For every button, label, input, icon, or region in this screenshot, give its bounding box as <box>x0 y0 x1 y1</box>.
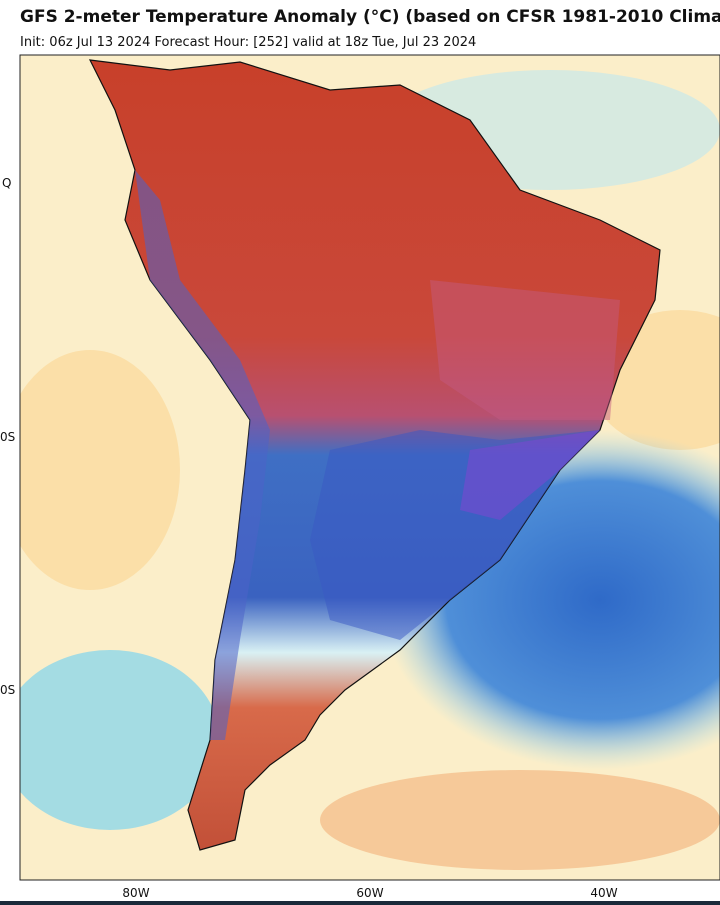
map-frame <box>19 54 720 881</box>
map-area <box>20 55 720 880</box>
ocean-cool <box>20 650 220 830</box>
map-subtitle: Init: 06z Jul 13 2024 Forecast Hour: [25… <box>20 35 476 50</box>
x-axis-label: 40W <box>590 886 617 900</box>
y-axis-label: Q <box>2 176 11 190</box>
x-axis-label: 60W <box>356 886 383 900</box>
ocean-warm <box>320 770 720 870</box>
y-axis-label: 0S <box>0 430 15 444</box>
x-axis-label: 80W <box>122 886 149 900</box>
andes <box>135 170 270 740</box>
y-axis-label: 0S <box>0 683 15 697</box>
bottom-bar <box>0 901 720 905</box>
warm-core <box>430 280 620 420</box>
map-title: GFS 2-meter Temperature Anomaly (°C) (ba… <box>20 7 720 27</box>
cold-core <box>460 430 600 520</box>
ocean-warm <box>20 350 180 590</box>
